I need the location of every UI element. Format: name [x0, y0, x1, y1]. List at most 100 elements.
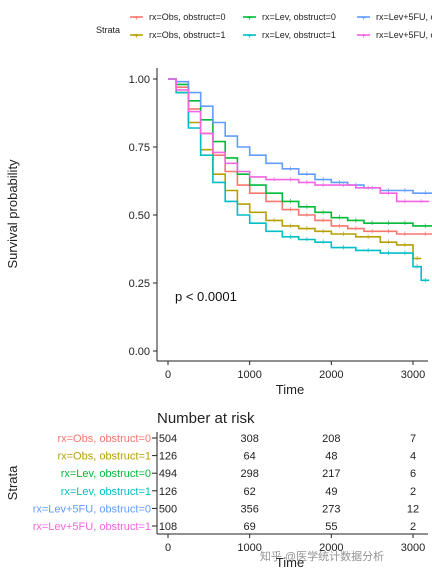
legend-item: + rx=Lev+5FU, obstruct=1: [357, 30, 432, 41]
censor-mark: +: [304, 210, 309, 220]
y-tick-label: 0.75: [129, 142, 150, 154]
censor-mark: +: [321, 226, 326, 236]
censor-mark: +: [386, 188, 391, 198]
censor-mark: +: [341, 229, 346, 239]
risk-count: 4: [410, 451, 416, 463]
legend: Strata + rx=Obs, obstruct=0 + rx=Lev, obstr…: [96, 12, 432, 41]
risk-rows: rx=Obs, obstruct=0 504 308 208 7 rx=Obs, obst…: [33, 433, 419, 533]
x-ticks: 0 1000 2000 3000: [165, 361, 425, 381]
legend-item: + rx=Obs, obstruct=1: [130, 30, 226, 41]
risk-x-tick-label: 3000: [401, 542, 425, 554]
censor-mark: +: [288, 221, 293, 231]
risk-x-tick-label: 2000: [319, 542, 343, 554]
legend-label: rx=Lev, obstruct=0: [262, 12, 336, 22]
risk-count: 7: [410, 433, 416, 445]
censor-mark: +: [288, 196, 293, 206]
censor-mark: +: [304, 234, 309, 244]
legend-item: + rx=Lev, obstruct=1: [243, 30, 336, 41]
censor-mark: +: [365, 183, 370, 193]
risk-row-label: rx=Lev+5FU, obstruct=0: [33, 503, 151, 515]
risk-count: 504: [159, 433, 177, 445]
censor-mark: +: [341, 180, 346, 190]
censor-mark: +: [402, 248, 407, 258]
censor-mark: +: [423, 188, 428, 198]
y-tick-label: 0.25: [129, 278, 150, 290]
risk-count: 48: [325, 451, 337, 463]
legend-label: rx=Lev+5FU, obstruct=0: [376, 12, 432, 22]
survival-curve: [168, 78, 430, 203]
censor-mark: +: [337, 177, 342, 187]
risk-x-tick-label: 1000: [237, 542, 261, 554]
censor-mark: +: [402, 229, 407, 239]
censor-mark: +: [321, 180, 326, 190]
censor-mark: +: [337, 221, 342, 231]
risk-table: [156, 432, 428, 535]
survival-curve: [168, 78, 432, 227]
censor-mark: +: [423, 229, 428, 239]
censor-mark: +: [304, 224, 309, 234]
legend-label: rx=Obs, obstruct=1: [149, 30, 226, 40]
censor-mark: +: [288, 164, 293, 174]
risk-count: 69: [244, 521, 256, 533]
censor-mark: +: [288, 175, 293, 185]
risk-row-label: rx=Lev, obstruct=1: [61, 486, 151, 498]
legend-key-mark: +: [361, 14, 366, 23]
watermark-text: 知乎 @医学统计数据分析: [260, 549, 384, 563]
risk-count: 126: [159, 451, 177, 463]
y-tick-label: 1.00: [129, 74, 150, 86]
y-tick-label: 0.00: [129, 346, 150, 358]
risk-count: 217: [322, 468, 340, 480]
risk-count: 298: [240, 468, 258, 480]
legend-key-mark: +: [361, 32, 366, 41]
censor-mark: +: [370, 226, 375, 236]
risk-count: 494: [159, 468, 177, 480]
censor-mark: +: [288, 232, 293, 242]
risk-row-label: rx=Obs, obstruct=1: [57, 451, 151, 463]
censor-mark: +: [321, 175, 326, 185]
y-tick-label: 0.50: [129, 210, 150, 222]
censor-mark: +: [353, 224, 358, 234]
censor-mark: +: [337, 213, 342, 223]
risk-x-axis-title: Time: [276, 555, 304, 570]
censor-mark: +: [423, 221, 428, 231]
legend-item: + rx=Obs, obstruct=0: [130, 12, 226, 23]
y-ticks: 0.00 0.25 0.50 0.75 1.00: [129, 74, 157, 358]
legend-title: Strata: [96, 25, 120, 35]
survival-curves: ++++ + + + + +++ + + + ++ ++++++ + + + + ++ + ++ + + ++++++ +…: [168, 78, 432, 285]
legend-label: rx=Obs, obstruct=0: [149, 12, 226, 22]
censor-mark: +: [353, 215, 358, 225]
censor-mark: +: [402, 196, 407, 206]
censor-mark: +: [423, 275, 428, 285]
x-tick-label: 3000: [401, 369, 425, 381]
legend-key-mark: +: [247, 14, 252, 23]
risk-count: 273: [322, 503, 340, 515]
survival-curve: [168, 78, 430, 282]
risk-count: 2: [410, 486, 416, 498]
x-axis-title: Time: [276, 382, 304, 397]
censor-mark: +: [321, 215, 326, 225]
risk-count: 500: [159, 503, 177, 515]
censor-mark: +: [419, 196, 424, 206]
censor-mark: +: [386, 218, 391, 228]
risk-count: 64: [244, 451, 256, 463]
censor-mark: +: [288, 205, 293, 215]
legend-key-mark: +: [134, 14, 139, 23]
censor-mark: +: [272, 215, 277, 225]
risk-row-label: rx=Lev+5FU, obstruct=1: [33, 521, 151, 533]
risk-count: 356: [240, 503, 258, 515]
risk-count: 55: [325, 521, 337, 533]
risk-count: 2: [410, 521, 416, 533]
risk-row-label: rx=Lev, obstruct=0: [61, 468, 151, 480]
censor-mark: +: [341, 243, 346, 253]
censor-mark: +: [402, 240, 407, 250]
y-axis-title: Survival probability: [5, 159, 20, 269]
legend-label: rx=Lev+5FU, obstruct=1: [376, 30, 432, 40]
censor-mark: +: [304, 169, 309, 179]
risk-count: 12: [407, 503, 419, 515]
risk-x-tick-label: 0: [165, 542, 171, 554]
legend-item: + rx=Lev+5FU, obstruct=0: [357, 12, 432, 23]
risk-x-ticks: 0 1000 2000 3000: [165, 534, 425, 554]
censor-mark: +: [272, 175, 277, 185]
x-tick-label: 2000: [319, 369, 343, 381]
